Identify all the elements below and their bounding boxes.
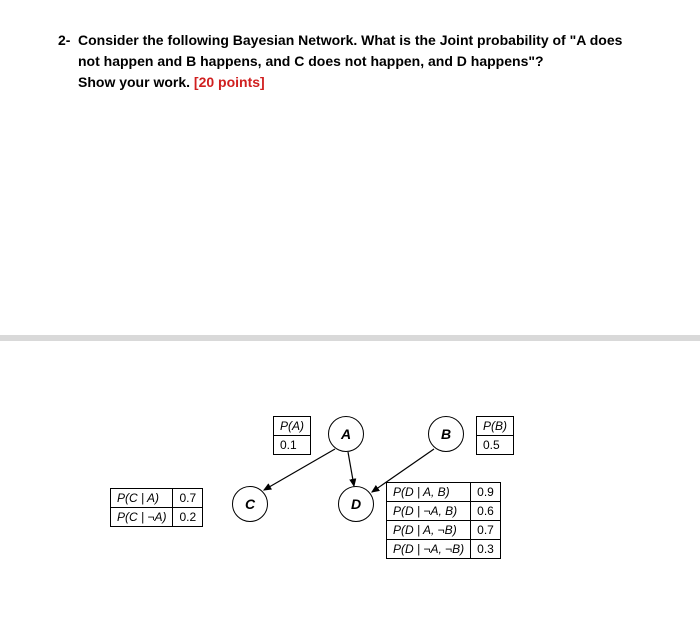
table-row: P(D | A, ¬B)0.7 xyxy=(387,521,501,540)
pb-label: P(B) xyxy=(477,417,514,436)
node-c: C xyxy=(232,486,268,522)
table-p-c: P(C | A)0.7 P(C | ¬A)0.2 xyxy=(110,488,203,527)
pa-value: 0.1 xyxy=(274,436,311,455)
divider xyxy=(0,335,700,341)
node-a-label: A xyxy=(341,426,351,442)
pd-row1-value: 0.6 xyxy=(471,502,501,521)
table-row: P(C | A)0.7 xyxy=(111,489,203,508)
table-p-b: P(B) 0.5 xyxy=(476,416,514,455)
table-row: P(C | ¬A)0.2 xyxy=(111,508,203,527)
pc-row1-value: 0.2 xyxy=(173,508,203,527)
question-qmark: ? xyxy=(535,53,544,69)
node-c-label: C xyxy=(245,496,255,512)
pd-row0-label: P(D | A, B) xyxy=(387,483,471,502)
pd-row2-value: 0.7 xyxy=(471,521,501,540)
table-row: P(D | A, B)0.9 xyxy=(387,483,501,502)
table-p-d: P(D | A, B)0.9 P(D | ¬A, B)0.6 P(D | A, … xyxy=(386,482,501,559)
node-b: B xyxy=(428,416,464,452)
pc-row1-label: P(C | ¬A) xyxy=(111,508,173,527)
question-show-work: Show your work. xyxy=(78,74,190,90)
node-d: D xyxy=(338,486,374,522)
question-line1: Consider the following Bayesian Network.… xyxy=(78,32,570,48)
pa-label: P(A) xyxy=(274,417,311,436)
pd-row3-value: 0.3 xyxy=(471,540,501,559)
pd-row0-value: 0.9 xyxy=(471,483,501,502)
question-number: 2- xyxy=(58,30,70,51)
node-b-label: B xyxy=(441,426,451,442)
table-row: P(D | ¬A, ¬B)0.3 xyxy=(387,540,501,559)
pc-row0-value: 0.7 xyxy=(173,489,203,508)
table-row: P(D | ¬A, B)0.6 xyxy=(387,502,501,521)
pc-row0-label: P(C | A) xyxy=(111,489,173,508)
table-p-a: P(A) 0.1 xyxy=(273,416,311,455)
pd-row2-label: P(D | A, ¬B) xyxy=(387,521,471,540)
node-a: A xyxy=(328,416,364,452)
pd-row1-label: P(D | ¬A, B) xyxy=(387,502,471,521)
node-d-label: D xyxy=(351,496,361,512)
pb-value: 0.5 xyxy=(477,436,514,455)
question-text: 2- Consider the following Bayesian Netwo… xyxy=(78,30,640,93)
bayesian-network-diagram: A B C D P(A) 0.1 P(B) 0.5 P(C | A)0.7 P(… xyxy=(0,412,700,612)
pd-row3-label: P(D | ¬A, ¬B) xyxy=(387,540,471,559)
question-points: [20 points] xyxy=(194,74,265,90)
